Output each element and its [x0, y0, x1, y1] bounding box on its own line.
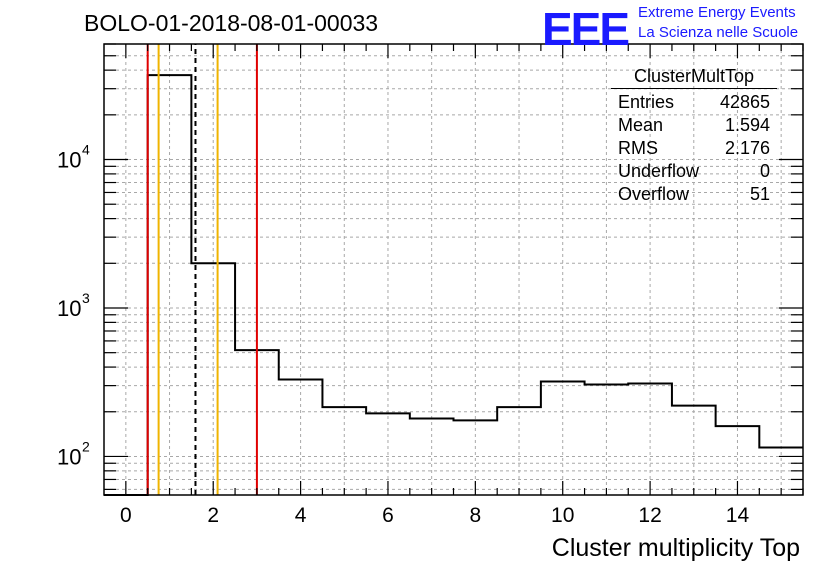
plot-title: BOLO-01-2018-08-01-00033 [84, 10, 379, 36]
stats-row-mean: Mean 1.594 [611, 114, 777, 137]
y-tick-label: 10 [57, 444, 81, 469]
histogram-outline [104, 74, 803, 496]
x-tick-label: 14 [726, 504, 750, 527]
y-tick-exponent: 2 [82, 438, 90, 454]
stats-value: 0 [759, 161, 770, 181]
x-tick-label: 4 [295, 504, 307, 527]
stats-label: Mean [618, 115, 664, 135]
stats-row-overflow: Overflow 51 [611, 183, 777, 206]
stats-value: 42865 [719, 92, 770, 112]
stats-title: ClusterMultTop [611, 66, 777, 89]
logo-line-2: La Scienza nelle Scuole [638, 24, 799, 41]
stats-value: 2.176 [724, 138, 770, 158]
x-tick-label: 12 [638, 504, 661, 527]
stats-row-underflow: Underflow 0 [611, 160, 777, 183]
stats-label: Overflow [618, 184, 690, 204]
y-tick-label: 10 [57, 296, 81, 321]
logo-line-1: Extreme Energy Events [638, 4, 796, 21]
stats-label: Underflow [618, 161, 700, 181]
stats-label: RMS [618, 138, 658, 158]
eee-logo: EEE [542, 3, 630, 55]
stats-box: ClusterMultTop Entries 42865 Mean 1.594 … [611, 66, 777, 206]
stats-row-rms: RMS 2.176 [611, 137, 777, 160]
stats-label: Entries [618, 92, 675, 112]
x-tick-label: 0 [120, 504, 132, 527]
stats-value: 51 [749, 184, 770, 204]
y-tick-label: 10 [57, 148, 81, 173]
stats-row-entries: Entries 42865 [611, 91, 777, 114]
x-tick-label: 2 [207, 504, 219, 527]
y-tick-exponent: 4 [82, 142, 90, 158]
x-tick-label: 8 [470, 504, 482, 527]
x-tick-label: 10 [551, 504, 574, 527]
stats-value: 1.594 [724, 115, 770, 135]
x-axis-label: Cluster multiplicity Top [551, 534, 800, 562]
x-tick-label: 6 [382, 504, 394, 527]
y-tick-exponent: 3 [82, 290, 90, 306]
